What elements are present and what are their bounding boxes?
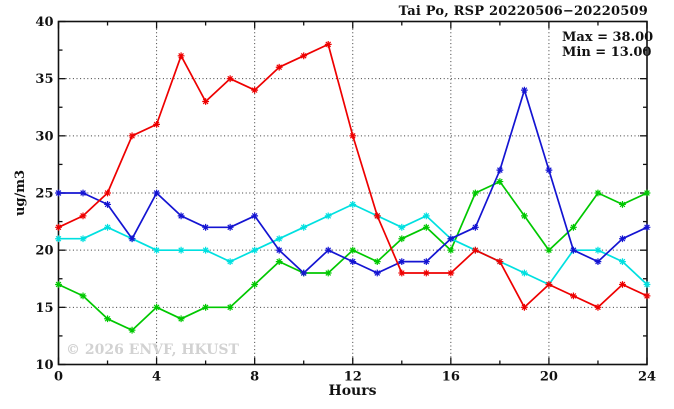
y-tick-label: 15 [35,301,53,316]
x-tick-label: 24 [638,370,656,385]
max-value-label: Max = 38.00 [562,30,654,45]
x-tick-label: 20 [540,370,558,385]
y-tick-label: 20 [35,244,53,259]
y-tick-label: 35 [35,72,53,87]
min-value-label: Min = 13.00 [562,45,652,60]
green-series-markers [55,178,651,334]
chart-title: Tai Po, RSP 20220506−20220509 [398,4,648,19]
watermark: © 2026 ENVF, HKUST [66,342,239,358]
y-axis-title: ug/m3 [13,169,28,217]
blue-series-markers [55,86,651,277]
red-series-markers [55,40,651,311]
x-tick-label: 8 [250,370,259,385]
red-series-line [58,43,648,309]
x-axis-title: Hours [328,383,377,399]
x-tick-label: 4 [152,370,161,385]
x-tick-label: 16 [442,370,460,385]
y-tick-label: 30 [35,129,53,144]
y-tick-label: 40 [35,15,53,30]
x-tick-label: 12 [344,370,362,385]
stats-annotation: Max = 38.00 Min = 13.00 [562,30,653,60]
x-tick-label: 0 [54,370,63,385]
axis-frame [57,20,648,366]
y-tick-label: 10 [35,358,53,373]
y-tick-label: 25 [35,187,53,202]
